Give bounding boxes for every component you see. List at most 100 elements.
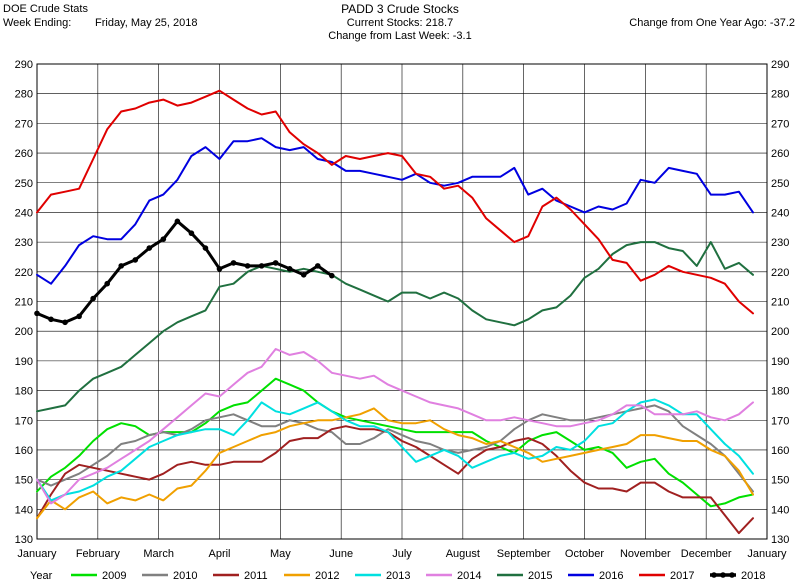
chart-axis-labels: 130 130 140 140 150 150 160 160 170 170 180 180 190 1… — [15, 59, 790, 560]
x-tick-label: August — [446, 548, 480, 560]
y-tick-label-right: 290 — [771, 59, 789, 71]
y-tick-label-left: 260 — [15, 148, 33, 160]
series-line-2010 — [36, 404, 754, 493]
x-tick-label: July — [392, 548, 412, 560]
y-tick-label-left: 190 — [15, 356, 33, 368]
y-tick-label-right: 270 — [771, 118, 789, 130]
data-point-2018 — [188, 230, 195, 237]
data-point-2018 — [230, 260, 237, 266]
data-point-2018 — [202, 245, 209, 251]
legend-label-2018: 2018 — [741, 570, 765, 582]
data-point-2018 — [76, 313, 82, 320]
y-tick-label-right: 280 — [771, 89, 789, 101]
x-tick-label: December — [681, 548, 732, 560]
x-tick-label: June — [329, 548, 353, 560]
y-tick-label-left: 150 — [15, 475, 33, 487]
series-line-2011 — [36, 425, 754, 535]
y-tick-label-left: 290 — [15, 59, 33, 71]
change-last-week: Change from Last Week: -3.1 — [328, 30, 472, 42]
x-tick-label: January — [17, 548, 57, 560]
data-point-2018 — [62, 319, 68, 326]
x-tick-label: November — [620, 548, 671, 560]
data-point-2018 — [216, 266, 223, 272]
y-tick-label-right: 240 — [771, 207, 789, 219]
series-line-2012 — [36, 407, 754, 520]
legend-label-2010: 2010 — [173, 570, 197, 582]
y-tick-label-left: 250 — [15, 178, 33, 190]
series-line-2014 — [36, 348, 754, 505]
y-tick-label-left: 270 — [15, 118, 33, 130]
data-point-2018 — [132, 257, 139, 263]
series-line-2015 — [36, 241, 754, 413]
data-point-2018 — [300, 271, 307, 278]
legend-label-2009: 2009 — [102, 570, 126, 582]
x-tick-label: April — [208, 548, 230, 560]
y-tick-label-left: 230 — [15, 237, 33, 249]
x-tick-label: May — [270, 548, 291, 560]
chart-title: PADD 3 Crude Stocks — [341, 2, 459, 16]
legend-label-2016: 2016 — [599, 570, 623, 582]
y-tick-label-right: 190 — [771, 356, 789, 368]
y-tick-label-left: 180 — [15, 386, 33, 398]
series-line-2017 — [36, 89, 754, 315]
legend-marker-2018 — [711, 572, 717, 578]
y-tick-label-right: 210 — [771, 297, 789, 309]
x-tick-label: March — [143, 548, 174, 560]
left-title: DOE Crude Stats — [3, 3, 88, 15]
y-tick-label-right: 140 — [771, 504, 789, 516]
y-tick-label-left: 170 — [15, 415, 33, 427]
legend-label-2011: 2011 — [244, 570, 268, 582]
x-tick-label: October — [565, 548, 604, 560]
data-point-2018 — [258, 263, 265, 269]
chart-legend: Year 2009 2010 2011 2012 2013 2014 2015 2016 2017… — [30, 570, 765, 582]
legend-label-2014: 2014 — [457, 570, 481, 582]
x-tick-label: February — [76, 548, 121, 560]
data-point-2018 — [286, 266, 293, 272]
data-point-2018 — [146, 245, 153, 251]
data-point-2018 — [174, 218, 181, 225]
change-one-year: Change from One Year Ago: -37.2 — [629, 17, 795, 29]
y-tick-label-right: 170 — [771, 415, 789, 427]
legend-title: Year — [30, 570, 53, 582]
chart-series — [34, 89, 754, 535]
data-point-2018 — [329, 272, 335, 279]
y-tick-label-left: 210 — [15, 297, 33, 309]
y-tick-label-left: 200 — [15, 326, 33, 338]
data-point-2018 — [272, 260, 279, 266]
data-point-2018 — [118, 263, 125, 269]
chart-grid — [36, 63, 768, 540]
legend-marker-2018 — [720, 572, 726, 578]
y-tick-label-right: 220 — [771, 267, 789, 279]
x-tick-label: September — [497, 548, 551, 560]
data-point-2018 — [160, 236, 167, 242]
legend-marker-2018 — [729, 572, 735, 578]
series-line-2016 — [36, 137, 754, 285]
data-point-2018 — [34, 310, 40, 317]
week-ending-value: Friday, May 25, 2018 — [95, 17, 198, 29]
data-point-2018 — [90, 295, 96, 302]
legend-label-2017: 2017 — [670, 570, 694, 582]
y-tick-label-right: 260 — [771, 148, 789, 160]
y-tick-label-right: 160 — [771, 445, 789, 457]
data-point-2018 — [104, 280, 110, 287]
y-tick-label-right: 180 — [771, 386, 789, 398]
week-ending-label: Week Ending: — [3, 17, 72, 29]
legend-label-2013: 2013 — [386, 570, 410, 582]
current-stocks: Current Stocks: 218.7 — [346, 17, 454, 29]
data-point-2018 — [48, 316, 54, 323]
x-tick-label: January — [747, 548, 787, 560]
legend-label-2012: 2012 — [315, 570, 339, 582]
series-line-2018 — [35, 219, 334, 324]
y-tick-label-right: 130 — [771, 534, 789, 546]
data-point-2018 — [244, 263, 251, 269]
y-tick-label-right: 200 — [771, 326, 789, 338]
y-tick-label-left: 140 — [15, 504, 33, 516]
y-tick-label-left: 160 — [15, 445, 33, 457]
data-point-2018 — [314, 263, 321, 269]
y-tick-label-left: 240 — [15, 207, 33, 219]
series-line-2013 — [36, 398, 754, 502]
y-tick-label-right: 230 — [771, 237, 789, 249]
y-tick-label-right: 250 — [771, 178, 789, 190]
y-tick-label-left: 220 — [15, 267, 33, 279]
